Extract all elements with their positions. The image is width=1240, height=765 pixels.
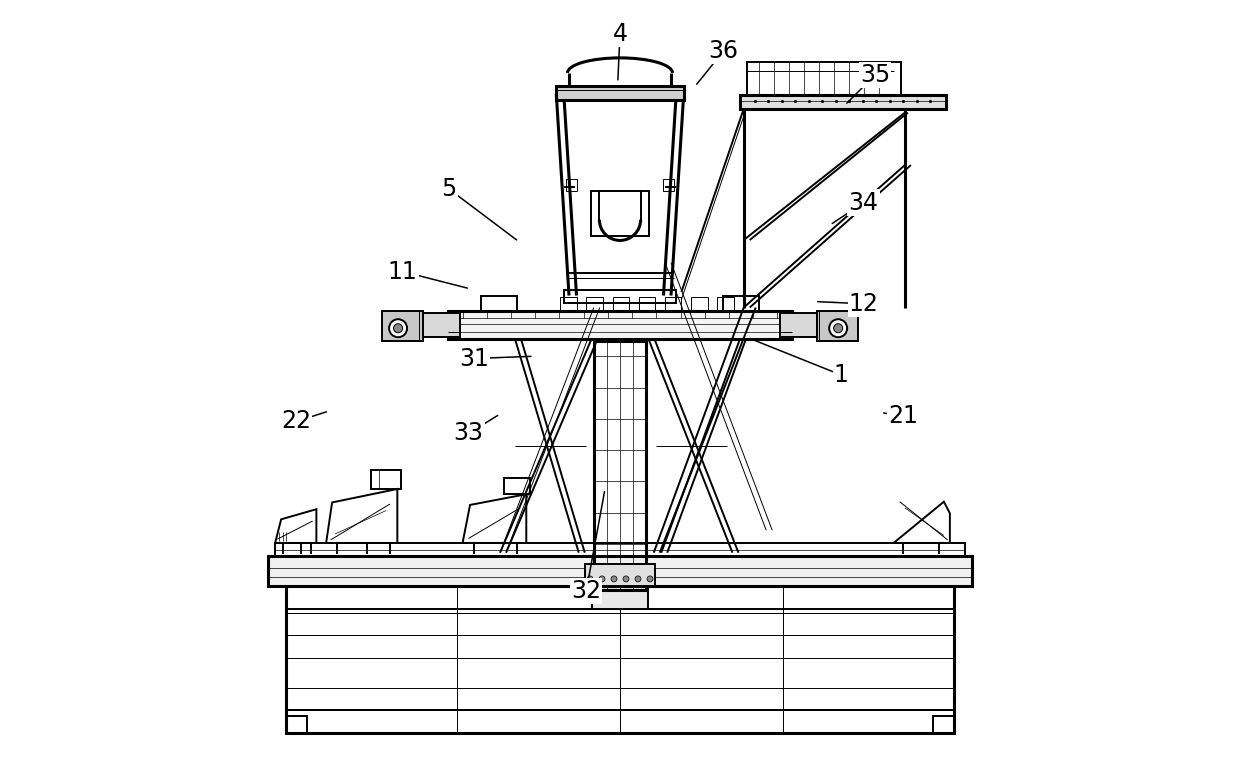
Bar (718, 297, 734, 311)
Bar (503, 477, 529, 494)
Bar (723, 295, 759, 311)
Bar (748, 62, 901, 96)
Bar (564, 289, 676, 303)
Circle shape (830, 319, 847, 337)
Text: 21: 21 (888, 404, 919, 428)
Text: 32: 32 (572, 579, 601, 603)
Bar (817, 311, 858, 341)
Text: 12: 12 (848, 291, 879, 316)
Text: 35: 35 (859, 63, 890, 87)
Bar (286, 716, 308, 733)
Circle shape (647, 576, 653, 582)
Bar (268, 556, 972, 587)
Bar (591, 583, 649, 609)
Bar (780, 313, 851, 337)
Bar (557, 86, 683, 100)
Bar (639, 297, 655, 311)
Bar (371, 470, 401, 489)
Text: 22: 22 (281, 409, 311, 434)
Bar (275, 543, 965, 556)
Text: 33: 33 (454, 422, 484, 445)
Bar (663, 179, 675, 191)
Circle shape (611, 576, 618, 582)
Bar (389, 313, 460, 337)
Bar (590, 190, 650, 236)
Text: 11: 11 (388, 259, 418, 284)
Bar (286, 710, 954, 733)
Circle shape (635, 576, 641, 582)
Text: 31: 31 (459, 347, 489, 370)
Bar (481, 295, 517, 311)
Circle shape (833, 324, 843, 333)
Text: 34: 34 (848, 190, 879, 214)
Bar (382, 311, 423, 341)
Bar (932, 716, 954, 733)
Bar (594, 341, 646, 590)
Bar (585, 564, 655, 587)
Bar (560, 297, 577, 311)
Bar (286, 587, 954, 733)
Bar (691, 297, 708, 311)
Text: 4: 4 (613, 22, 627, 46)
Text: 5: 5 (441, 177, 456, 201)
Circle shape (393, 324, 403, 333)
Circle shape (599, 576, 605, 582)
Bar (665, 297, 682, 311)
Bar (587, 297, 603, 311)
Bar (565, 179, 577, 191)
Circle shape (587, 576, 593, 582)
Circle shape (389, 319, 407, 337)
Bar (613, 297, 629, 311)
Bar (286, 587, 954, 609)
Bar (448, 311, 792, 339)
Circle shape (622, 576, 629, 582)
Text: 1: 1 (833, 363, 848, 387)
Text: 36: 36 (708, 39, 739, 63)
Bar (740, 96, 946, 109)
